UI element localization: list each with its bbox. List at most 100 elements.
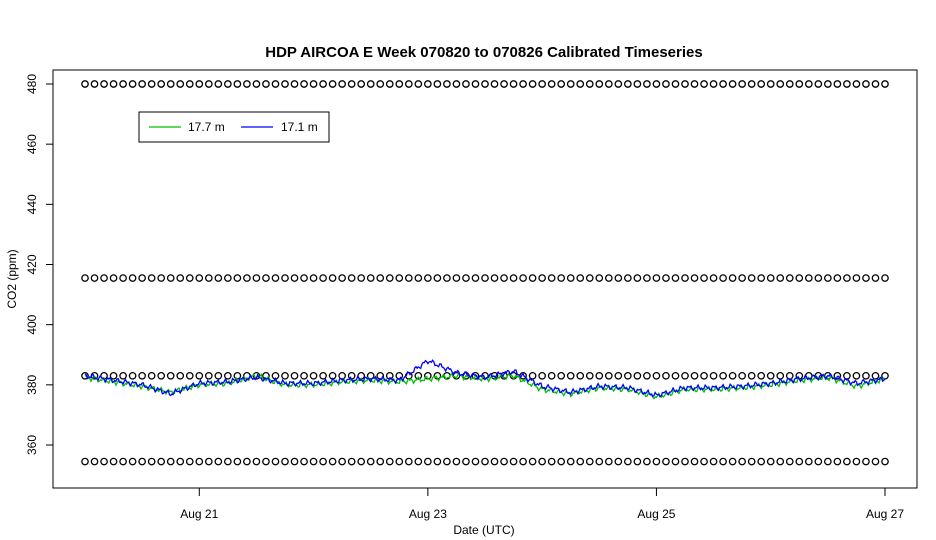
marker-point: [224, 80, 232, 88]
marker-point: [538, 371, 546, 380]
marker-point: [90, 80, 99, 88]
marker-point: [300, 457, 308, 466]
marker-point: [414, 274, 423, 282]
marker-point: [862, 274, 870, 282]
marker-point: [652, 457, 661, 466]
marker-point: [481, 457, 489, 466]
marker-point: [795, 457, 804, 466]
marker-point: [719, 457, 727, 466]
y-tick-label: 380: [25, 375, 39, 395]
marker-point: [109, 371, 118, 380]
x-tick-label: Aug 23: [409, 507, 447, 521]
marker-point: [538, 457, 546, 466]
marker-point: [176, 457, 185, 466]
marker-point: [166, 457, 175, 466]
marker-point: [271, 457, 280, 466]
marker-point: [319, 80, 327, 88]
marker-point: [243, 457, 251, 466]
marker-point: [643, 80, 651, 88]
marker-point: [747, 371, 756, 380]
marker-point: [214, 371, 223, 380]
marker-point: [385, 457, 394, 466]
marker-point: [100, 80, 108, 88]
marker-point: [633, 274, 642, 282]
y-tick-label: 440: [25, 194, 39, 214]
marker-point: [614, 80, 623, 88]
marker-point: [281, 457, 289, 466]
marker-point: [738, 80, 746, 88]
marker-point: [424, 274, 432, 282]
marker-point: [547, 274, 556, 282]
marker-point: [138, 80, 146, 88]
marker-point: [785, 371, 794, 380]
marker-point: [776, 457, 785, 466]
marker-point: [490, 274, 499, 282]
marker-point: [662, 457, 670, 466]
marker-point: [757, 274, 766, 282]
marker-point: [557, 80, 566, 88]
marker-point: [633, 457, 642, 466]
marker-point: [852, 80, 861, 88]
marker-point: [128, 274, 137, 282]
marker-point: [633, 80, 642, 88]
marker-point: [328, 80, 337, 88]
marker-point: [147, 80, 156, 88]
marker-point: [204, 457, 213, 466]
marker-point: [128, 80, 137, 88]
marker-point: [795, 274, 804, 282]
marker-point: [833, 457, 842, 466]
marker-point: [385, 80, 394, 88]
marker-point: [204, 371, 213, 380]
marker-point: [252, 80, 261, 88]
marker-point: [224, 457, 232, 466]
marker-point: [109, 274, 118, 282]
marker-point: [519, 274, 527, 282]
marker-point: [481, 274, 489, 282]
marker-point: [271, 274, 280, 282]
marker-point: [624, 371, 632, 380]
marker-point: [309, 80, 318, 88]
marker-point: [100, 274, 108, 282]
marker-point: [433, 80, 442, 88]
marker-point: [281, 274, 289, 282]
marker-point: [443, 80, 451, 88]
marker-point: [185, 274, 194, 282]
reference-markers: [81, 80, 889, 466]
marker-point: [585, 80, 594, 88]
marker-point: [433, 274, 442, 282]
marker-point: [328, 274, 337, 282]
marker-point: [576, 371, 585, 380]
marker-point: [585, 274, 594, 282]
marker-point: [662, 274, 670, 282]
marker-point: [214, 274, 223, 282]
marker-point: [538, 274, 546, 282]
marker-point: [747, 457, 756, 466]
marker-point: [366, 80, 375, 88]
marker-point: [100, 457, 108, 466]
marker-point: [452, 80, 461, 88]
marker-point: [366, 457, 375, 466]
marker-point: [214, 80, 223, 88]
marker-point: [690, 371, 699, 380]
marker-point: [328, 457, 337, 466]
marker-point: [852, 371, 861, 380]
marker-point: [500, 274, 508, 282]
marker-point: [404, 457, 413, 466]
marker-point: [643, 274, 651, 282]
marker-point: [814, 274, 823, 282]
marker-point: [376, 457, 385, 466]
marker-point: [833, 274, 842, 282]
marker-point: [414, 457, 423, 466]
marker-point: [281, 80, 289, 88]
marker-point: [204, 80, 213, 88]
marker-point: [604, 274, 613, 282]
marker-point: [528, 457, 537, 466]
marker-point: [347, 80, 356, 88]
marker-point: [624, 80, 632, 88]
marker-point: [862, 371, 870, 380]
marker-point: [604, 371, 613, 380]
marker-point: [652, 371, 661, 380]
marker-point: [576, 80, 585, 88]
marker-point: [614, 274, 623, 282]
marker-point: [443, 457, 451, 466]
